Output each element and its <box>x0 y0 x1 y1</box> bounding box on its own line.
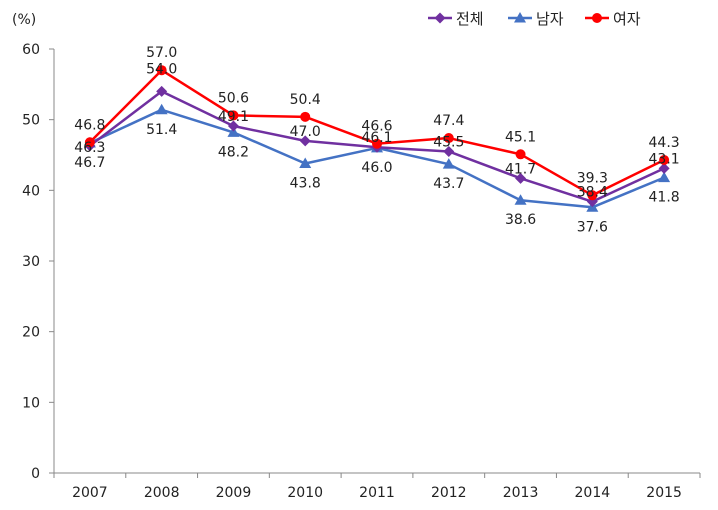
x-tick-label: 2011 <box>359 485 395 501</box>
x-tick-label: 2012 <box>431 485 467 501</box>
point-circle <box>659 154 670 165</box>
data-label: 49.1 <box>218 109 249 125</box>
data-label: 45.5 <box>433 134 464 150</box>
point-diamond <box>658 162 670 174</box>
data-label: 37.6 <box>577 219 608 235</box>
legend-label: 여자 <box>613 10 641 28</box>
point-circle <box>228 110 239 121</box>
point-triangle <box>514 194 527 205</box>
x-tick-label: 2014 <box>575 485 611 501</box>
point-triangle <box>442 158 455 169</box>
x-tick-label: 2015 <box>646 485 682 501</box>
y-tick-label: 40 <box>22 183 40 199</box>
legend-marker-triangle <box>514 12 526 23</box>
data-label: 50.6 <box>218 90 249 106</box>
legend: 전체 남자 여자 <box>428 10 641 28</box>
y-tick-label: 0 <box>31 466 40 482</box>
point-triangle <box>658 171 671 183</box>
data-label: 47.0 <box>290 124 321 140</box>
data-label: 46.3 <box>74 140 105 156</box>
point-diamond <box>443 145 455 157</box>
point-diamond <box>515 172 527 184</box>
point-circle <box>300 111 311 122</box>
point-circle <box>84 137 95 148</box>
y-tick-label: 50 <box>22 113 40 129</box>
x-tick-label: 2010 <box>287 485 323 501</box>
point-triangle <box>155 103 168 115</box>
point-triangle <box>299 157 312 168</box>
data-label: 43.8 <box>290 175 321 191</box>
axes: 0 10 20 30 40 50 60 2007 2008 2009 2010 2011 2012 201… <box>22 42 701 501</box>
y-tick-label: 60 <box>22 42 40 58</box>
data-label: 41.7 <box>505 161 536 177</box>
point-diamond <box>299 135 311 147</box>
data-label: 50.4 <box>290 92 321 108</box>
legend-label: 전체 <box>456 10 484 28</box>
data-label: 47.4 <box>433 113 464 129</box>
data-label: 43.7 <box>433 176 464 192</box>
y-tick-label: 10 <box>22 395 40 411</box>
x-tick-label: 2008 <box>144 485 180 501</box>
point-circle <box>515 149 526 160</box>
series-layer <box>83 65 671 212</box>
point-circle <box>372 138 382 149</box>
y-tick-label: 20 <box>22 325 40 341</box>
data-labels: 46.3 54.0 49.1 47.0 46.1 45.5 41.7 38.4 43.1 46.7… <box>74 45 679 235</box>
point-circle <box>587 190 598 201</box>
data-label: 38.4 <box>577 185 608 201</box>
data-label: 51.4 <box>146 122 177 138</box>
legend-marker-circle <box>592 13 602 23</box>
data-label: 57.0 <box>146 45 177 61</box>
data-label: 38.6 <box>505 212 536 228</box>
data-label: 41.8 <box>649 190 680 206</box>
legend-label: 남자 <box>536 10 564 28</box>
data-label: 46.6 <box>361 119 392 135</box>
point-triangle <box>227 126 240 137</box>
data-label: 46.1 <box>361 130 392 146</box>
point-circle <box>156 65 167 76</box>
data-label: 46.8 <box>74 117 105 133</box>
data-label: 48.2 <box>218 144 249 160</box>
point-circle <box>443 133 454 144</box>
point-diamond <box>156 85 168 97</box>
point-diamond <box>227 120 239 132</box>
data-label: 54.0 <box>146 61 177 77</box>
data-label: 44.3 <box>649 135 680 151</box>
data-label: 45.1 <box>505 129 536 145</box>
data-label: 46.7 <box>74 155 105 171</box>
data-label: 46.0 <box>361 160 392 176</box>
x-tick-label: 2007 <box>72 485 108 501</box>
y-unit-label: (%) <box>12 12 36 28</box>
x-tick-label: 2013 <box>503 485 539 501</box>
data-label: 39.3 <box>577 170 608 186</box>
data-label: 43.1 <box>649 151 680 167</box>
y-tick-label: 30 <box>22 254 40 270</box>
x-tick-label: 2009 <box>216 485 252 501</box>
legend-marker-diamond <box>434 12 446 24</box>
